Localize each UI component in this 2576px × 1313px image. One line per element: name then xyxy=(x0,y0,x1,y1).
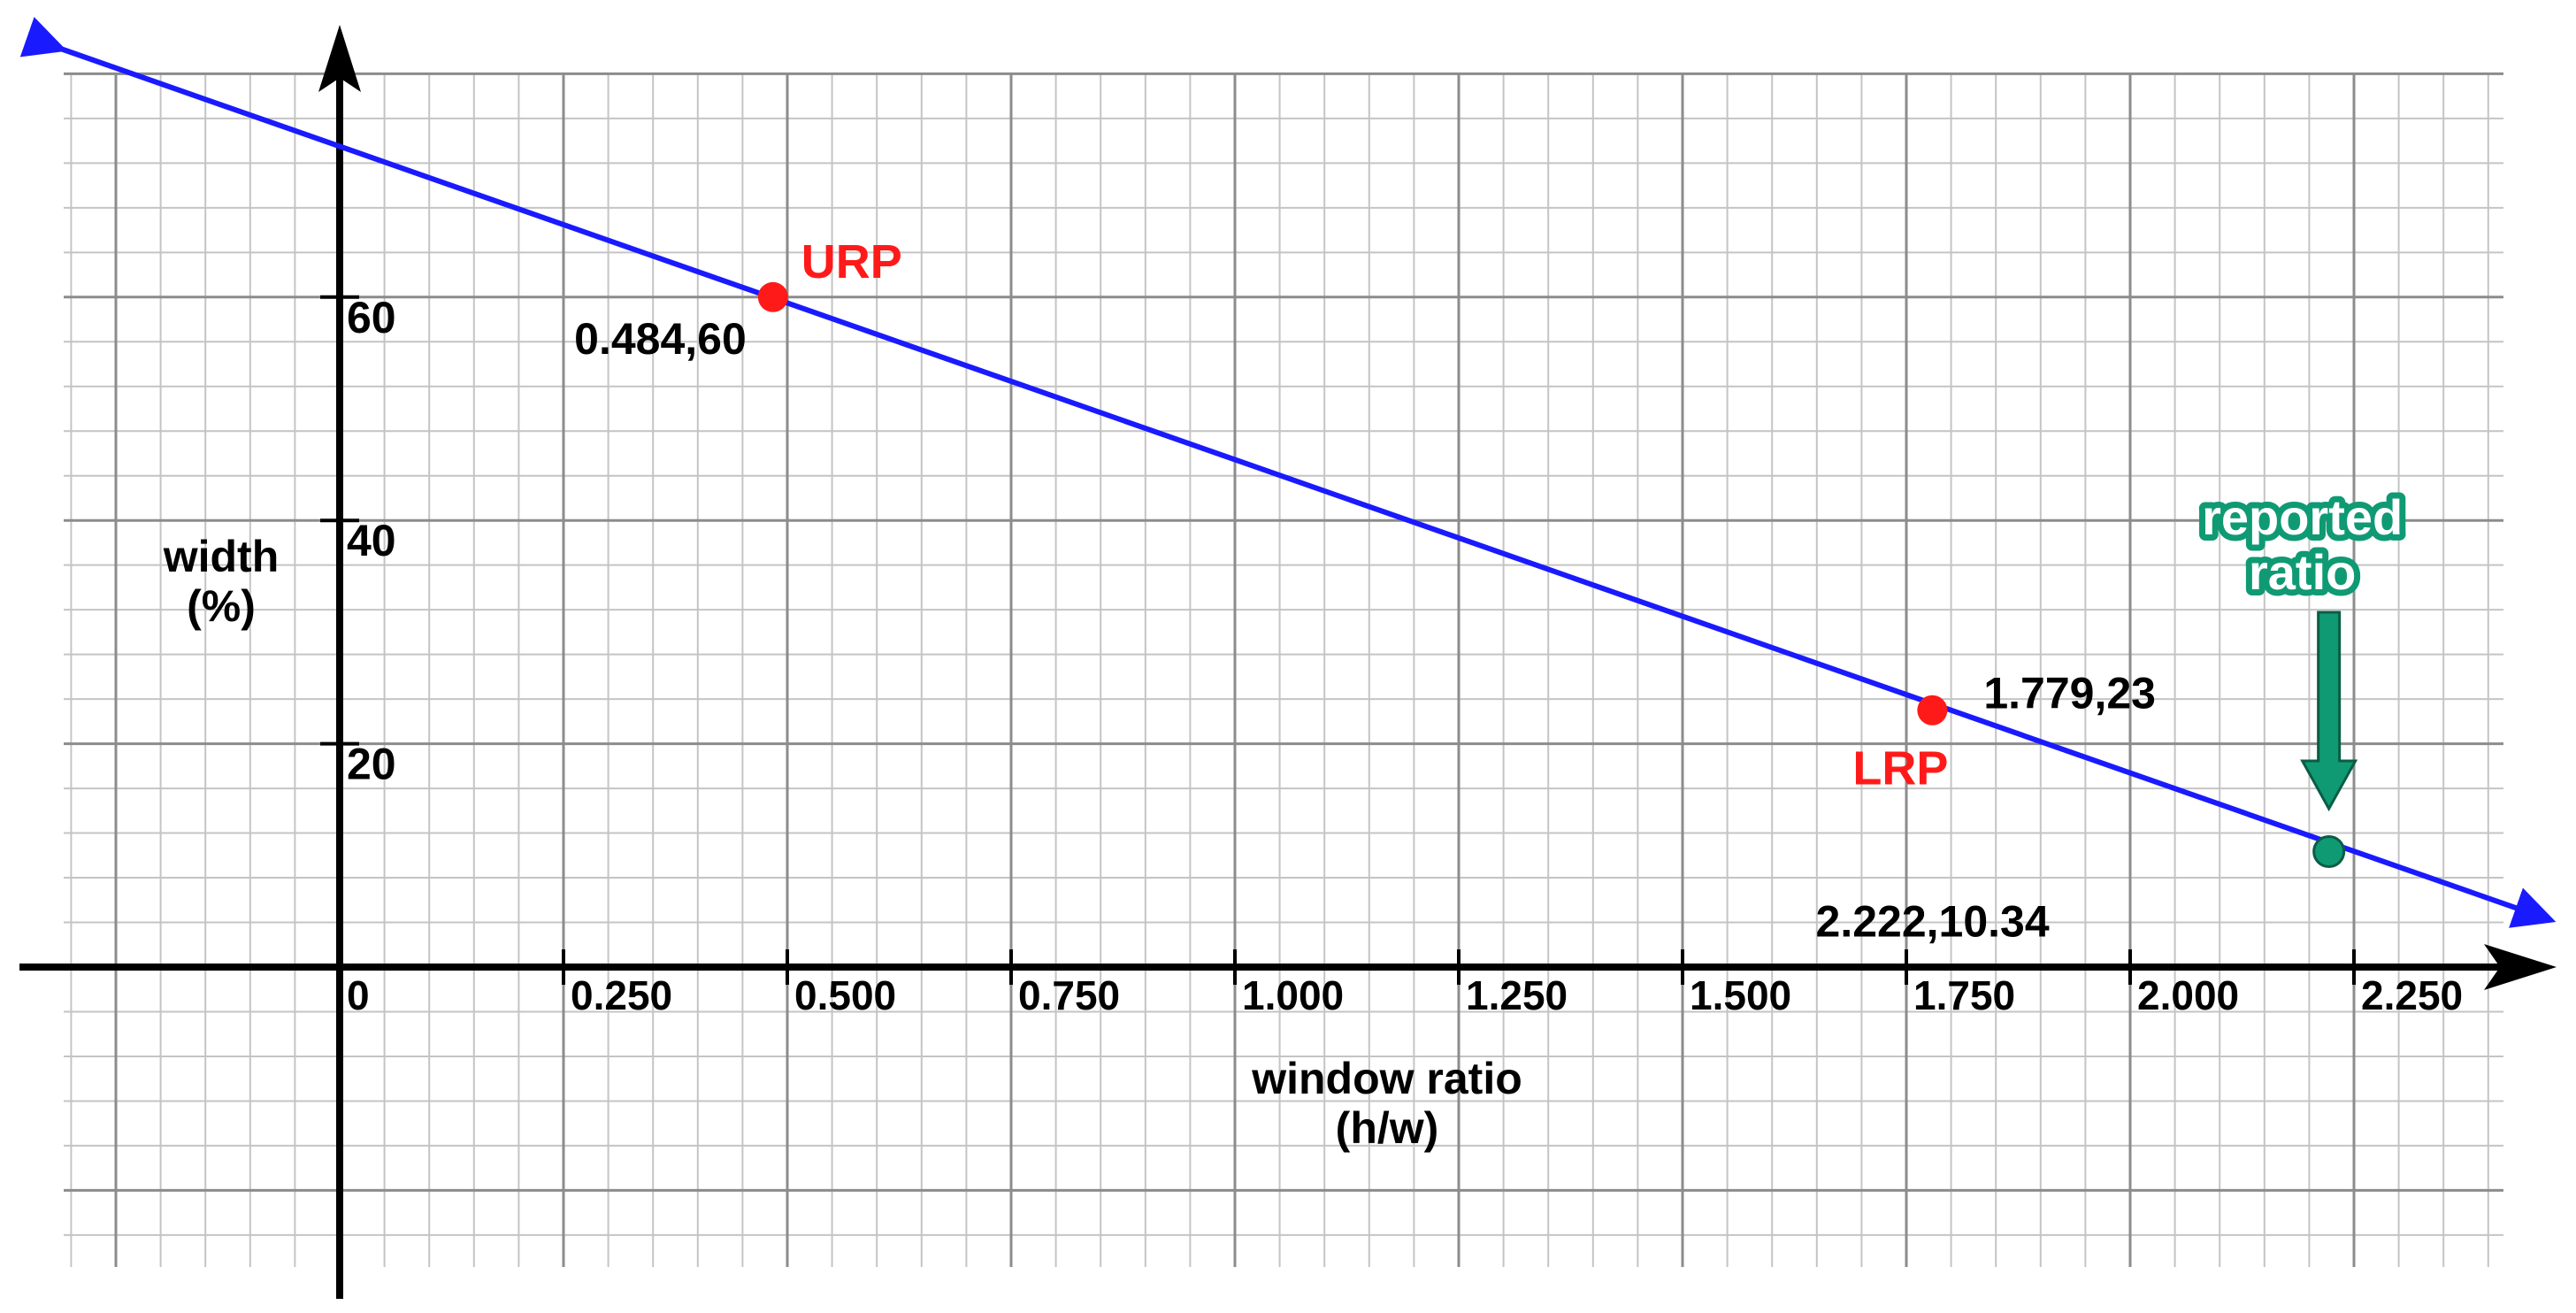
coord-label-reported: 2.222,10.34 xyxy=(1816,897,2050,947)
y-tick-label: 20 xyxy=(347,740,396,789)
annotation-arrow xyxy=(2300,610,2358,812)
y-axis-title: width xyxy=(163,532,280,581)
coord-label-URP: 0.484,60 xyxy=(574,314,747,364)
marks xyxy=(757,281,2358,869)
y-axis-title: (%) xyxy=(187,581,256,631)
annotation-text: reported xyxy=(2202,489,2403,545)
point-label-LRP: LRP xyxy=(1852,742,1948,795)
x-tick-label: 1.000 xyxy=(1242,972,1344,1018)
x-axis-title: window ratio xyxy=(1251,1054,1522,1103)
x-axis-title: (h/w) xyxy=(1336,1103,1439,1153)
point-label-URP: URP xyxy=(801,235,902,288)
x-tick-label: 2.000 xyxy=(2137,972,2239,1018)
x-tick-label: 0.250 xyxy=(571,972,672,1018)
point-reported xyxy=(2312,835,2346,869)
series xyxy=(19,17,2557,928)
y-tick-label: 40 xyxy=(347,516,396,565)
x-tick-label: 0 xyxy=(347,972,370,1018)
y-tick-label: 60 xyxy=(347,293,396,342)
x-tick-label: 1.750 xyxy=(1913,972,2015,1018)
coord-label-LRP: 1.779,23 xyxy=(1983,669,2156,718)
point-URP xyxy=(757,281,788,312)
x-tick-label: 1.250 xyxy=(1466,972,1568,1018)
ticks: 0 0.250 0.500 0.750 1.000 1.250 1.500 1.750 2.00… xyxy=(320,293,2463,1018)
point-LRP xyxy=(1917,695,1948,726)
x-axis-arrow xyxy=(2484,944,2557,990)
x-tick-label: 0.750 xyxy=(1018,972,1120,1018)
series-line xyxy=(19,17,2557,928)
axes xyxy=(19,25,2557,1299)
x-tick-label: 1.500 xyxy=(1690,972,1791,1018)
annotation-text: ratio xyxy=(2249,544,2356,600)
labels: window ratio(h/w) width(%) URP 0.484,60 LRP 1… xyxy=(163,235,2410,1153)
x-tick-label: 2.250 xyxy=(2361,972,2463,1018)
x-tick-label: 0.500 xyxy=(794,972,896,1018)
